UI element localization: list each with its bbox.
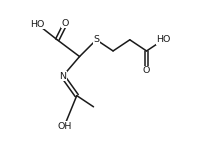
Text: N: N bbox=[59, 72, 66, 81]
Text: HO: HO bbox=[30, 20, 45, 29]
Text: HO: HO bbox=[155, 35, 170, 44]
Text: OH: OH bbox=[57, 122, 71, 131]
Text: O: O bbox=[142, 66, 150, 75]
Text: O: O bbox=[62, 18, 69, 27]
Text: S: S bbox=[93, 35, 99, 44]
